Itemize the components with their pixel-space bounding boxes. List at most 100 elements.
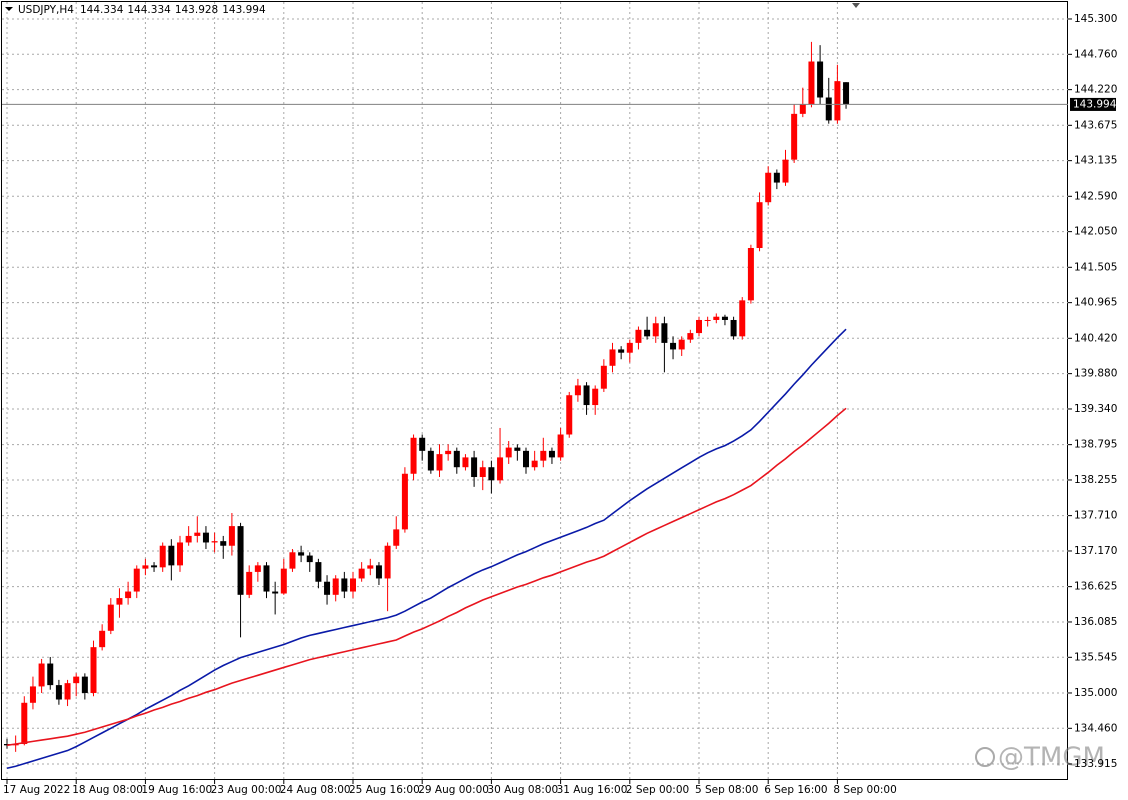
candle-body [358,568,365,579]
candle-body [427,450,434,471]
candle-body [626,342,633,353]
candle-body [644,329,651,337]
candle-body [453,450,460,468]
candle-body [739,300,746,337]
candle-body [254,565,261,572]
candle-body [765,172,772,203]
header-open: 144.334 [80,4,124,16]
x-tick-label: 18 Aug 08:00 [72,784,143,796]
y-tick-label: 133.915 [1074,758,1117,770]
x-tick-label: 5 Sep 08:00 [695,784,758,796]
candle-body [687,333,694,340]
y-tick-label: 143.675 [1074,119,1117,131]
candle-body [289,552,296,569]
candle-body [661,323,668,343]
y-tick-label: 136.625 [1074,581,1117,593]
y-tick-label: 144.220 [1074,84,1117,96]
candle-body [246,571,253,595]
candle-body [332,578,339,595]
candle-body [419,437,426,451]
candle-body [194,532,201,536]
ma-line [6,328,847,770]
y-tick-label: 144.760 [1074,48,1117,60]
x-tick-label: 6 Sep 16:00 [764,784,827,796]
x-tick-label: 25 Aug 16:00 [349,784,420,796]
candle-body [73,676,80,684]
candle-body [202,532,209,543]
candle-body [445,450,452,455]
candle-body [237,526,244,595]
candle-body [505,447,512,458]
x-tick-label: 19 Aug 16:00 [141,784,212,796]
price-label: 143.994 [1073,98,1117,110]
menu-arrow[interactable] [5,7,13,11]
candle-body [514,447,521,451]
candle-body [177,542,183,566]
candle-body [133,568,140,592]
shift-marker [852,3,860,8]
candle-body [756,202,763,249]
candle-body [834,81,841,121]
candle-body [99,630,106,648]
candle-body [730,319,737,337]
candle-body [21,702,28,745]
candle-body [298,552,305,556]
y-tick-label: 140.420 [1074,332,1117,344]
candle-body [574,385,581,396]
candle-body [721,316,728,320]
candle-body [609,349,616,366]
candle-body [151,565,158,568]
candle-body [142,565,149,569]
candle-body [90,647,97,693]
candle-body [220,541,227,546]
candle-body [125,591,132,599]
x-tick-label: 23 Aug 00:00 [211,784,282,796]
candle-body [817,61,824,98]
candle-body [531,460,538,468]
candle-body [713,316,720,320]
x-tick-label: 31 Aug 16:00 [557,784,628,796]
y-tick-label: 137.710 [1074,510,1117,522]
y-tick-label: 142.050 [1074,226,1117,238]
header-high: 144.334 [127,4,171,16]
candle-body [272,591,279,594]
y-tick-label: 143.135 [1074,155,1117,167]
watermark-logo: @TMGM [975,743,1105,773]
candle-body [782,159,789,183]
x-tick-label: 2 Sep 00:00 [626,784,689,796]
candle-body [263,565,270,592]
candle-body [436,454,443,471]
candle-body [843,82,850,105]
candle-body [479,467,486,478]
candle-body [696,319,702,334]
x-tick-label: 29 Aug 00:00 [418,784,489,796]
candle-body [350,578,356,592]
candle-body [116,598,123,605]
candle-body [55,685,62,700]
candle-body [704,319,711,321]
chart-header: USDJPY,H4 144.334 144.334 143.928 143.994 [18,4,266,16]
candle-body [29,686,36,703]
candle-body [678,339,685,350]
y-tick-label: 134.460 [1074,722,1117,734]
candle-body [306,555,313,563]
candle-body [375,565,382,579]
candle-body [488,467,495,481]
candle-body [81,676,88,693]
candle-body [825,97,832,121]
candle-body [635,329,642,343]
candle-body [540,450,547,461]
y-tick-label: 135.000 [1074,687,1117,699]
candle-body [38,663,45,687]
candle-body [799,104,806,114]
candle-body [747,248,754,301]
y-tick-label: 145.300 [1074,13,1117,25]
candle-body [324,581,331,595]
y-tick-label: 139.880 [1074,368,1117,380]
candle-body [523,450,529,468]
marks [4,41,850,770]
candle-body [384,545,391,579]
candle-body [566,395,573,435]
